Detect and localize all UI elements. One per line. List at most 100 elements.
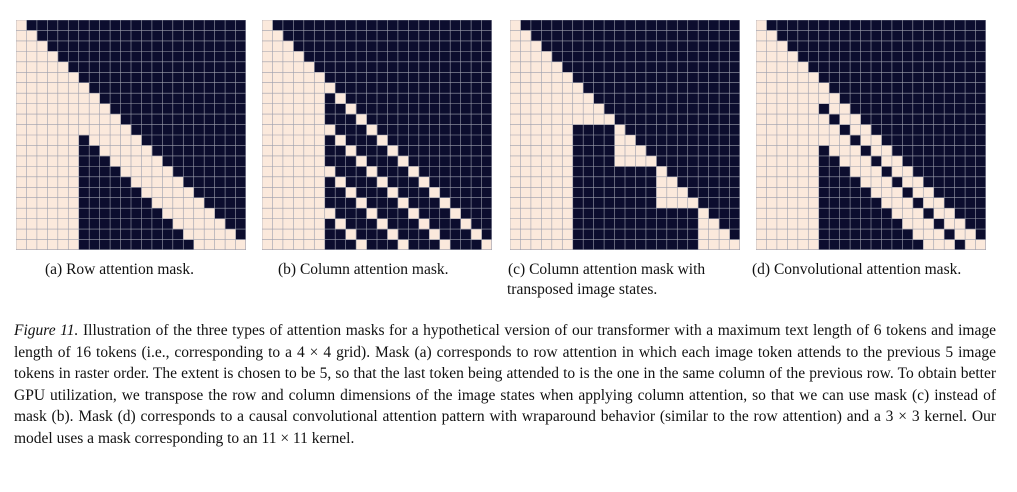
attended-cell [303,239,315,250]
attended-cell [303,135,315,146]
attended-cell [520,229,532,240]
attended-cell [766,135,778,146]
attended-cell [324,208,336,219]
attended-cell [47,239,59,250]
attended-cell [262,20,273,31]
attended-cell [262,208,273,219]
attended-cell [272,218,284,230]
attended-cell [902,208,914,219]
attended-cell [26,51,38,63]
attended-cell [530,61,542,73]
attended-cell [933,239,945,250]
attended-cell [520,197,532,209]
attended-cell [583,93,594,104]
attended-cell [923,239,935,250]
attended-cell [204,229,215,240]
attended-cell [172,208,184,219]
attended-cell [68,145,80,157]
attended-cell [272,155,284,167]
attended-cell [808,135,820,146]
subcaption-d-line: (d) Convolutional attention mask. [752,261,962,278]
attended-cell [314,176,326,188]
attended-cell [262,135,273,146]
attended-cell [131,166,142,178]
attended-cell [335,93,346,104]
attended-cell [530,229,542,240]
attended-cell [756,145,767,157]
attended-cell [397,239,409,250]
attended-cell [541,72,553,84]
attended-cell [99,135,111,146]
attended-cell [26,103,38,115]
attended-cell [16,166,27,178]
attended-cell [57,135,69,146]
attended-cell [776,124,788,136]
subcaption-c-line-1: (c) Column attention mask with [508,261,706,278]
attended-cell [36,114,48,125]
attended-cell [787,124,799,136]
attended-cell [975,239,986,250]
attended-cell [314,229,326,240]
attended-cell [510,93,521,104]
attended-cell [262,103,273,115]
attended-cell [530,218,542,230]
attended-cell [193,229,205,240]
attended-cell [541,114,553,125]
attended-cell [776,229,788,240]
attended-cell [89,93,100,104]
attended-cell [303,187,315,199]
attended-cell [902,166,914,178]
attended-cell [293,166,305,178]
attended-cell [944,208,955,219]
attended-cell [120,155,132,167]
attended-cell [183,197,195,209]
attended-cell [68,166,80,178]
attended-cell [797,114,809,125]
attended-cell [666,197,678,209]
attended-cell [47,61,59,73]
attended-cell [787,135,799,146]
attended-cell [871,187,882,199]
attended-cell [562,93,574,104]
attended-cell [871,176,882,188]
attended-cell [162,197,174,209]
attended-cell [314,166,326,178]
attended-cell [510,166,521,178]
attended-cell [481,239,492,250]
attended-cell [551,145,563,157]
attended-cell [829,103,840,115]
attended-cell [26,187,38,199]
attended-cell [151,166,163,178]
attended-cell [16,103,27,115]
attended-cell [120,145,132,157]
attended-cell [572,114,584,125]
attended-cell [766,155,778,167]
attended-cell [162,176,174,188]
attended-cell [530,135,542,146]
attended-cell [614,135,626,146]
attended-cell [572,103,584,115]
attended-cell [902,197,914,209]
attended-cell [808,166,820,178]
attended-cell [776,40,788,52]
attended-cell [293,93,305,104]
attended-cell [272,93,284,104]
attended-cell [776,61,788,73]
attended-cell [818,82,830,94]
attended-cell [47,135,59,146]
attended-cell [262,166,273,178]
attended-cell [520,155,532,167]
attended-cell [520,176,532,188]
attended-cell [293,103,305,115]
attended-cell [797,124,809,136]
attended-cell [272,61,284,73]
attended-cell [829,145,840,157]
attended-cell [293,176,305,188]
attended-cell [787,145,799,157]
attended-cell [151,176,163,188]
attended-cell [26,124,38,136]
attended-cell [687,197,699,209]
attended-cell [314,187,326,199]
attended-cell [756,72,767,84]
attended-cell [562,176,574,188]
